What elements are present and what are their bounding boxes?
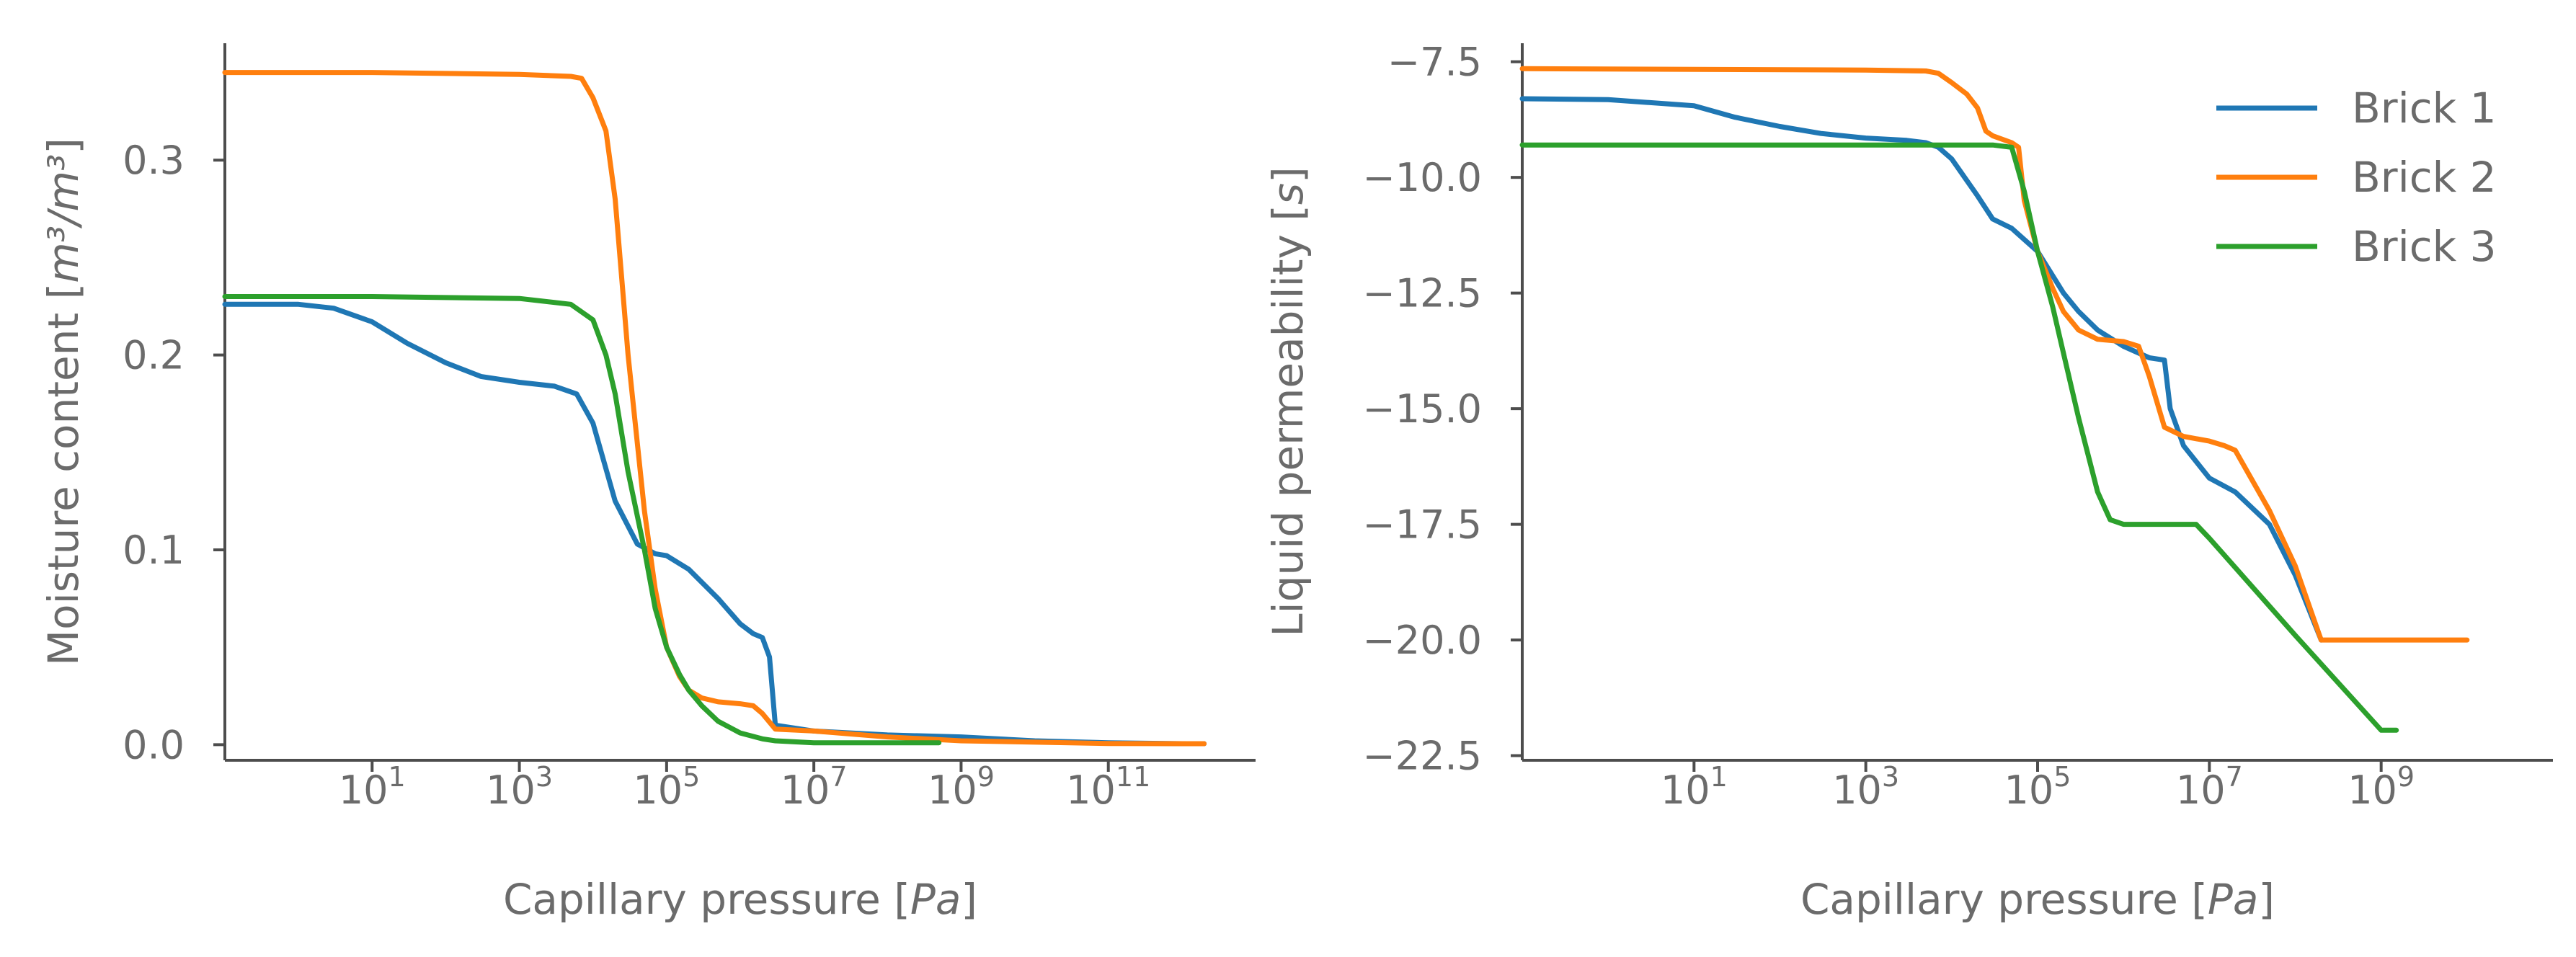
x-tick-label: 105 — [633, 761, 700, 813]
x-tick-label: 103 — [486, 761, 553, 813]
legend-label-brick-2: Brick 2 — [2352, 153, 2497, 202]
x-tick-label: 103 — [1832, 761, 1899, 813]
series-line-brick-1 — [1519, 96, 2324, 643]
y-tick-label: −20.0 — [1363, 618, 1482, 663]
x-tick-label: 107 — [2176, 761, 2243, 813]
x-tick-label: 107 — [781, 761, 848, 813]
series-line-brick-3 — [222, 294, 942, 746]
y-axis-label: Moisture content [m³/m³] — [39, 138, 88, 666]
y-axis-label: Liquid permeability [s] — [1263, 166, 1313, 637]
y-tick-label: −17.5 — [1363, 502, 1482, 548]
moisture-content-chart: 0.0 0.1 0.2 0.3 101 103 105 107 109 1011 Capillary… — [39, 43, 1256, 924]
y-tick-label: −12.5 — [1363, 271, 1482, 316]
x-tick-label: 109 — [2348, 761, 2415, 813]
x-tick-label: 101 — [1661, 761, 1728, 813]
y-tick-label: −15.0 — [1363, 386, 1482, 432]
legend-label-brick-1: Brick 1 — [2352, 84, 2497, 133]
y-tick-label: −7.5 — [1387, 40, 1482, 85]
x-axis-label: Capillary pressure [Pa] — [503, 875, 977, 924]
y-tick-label: 0.2 — [123, 333, 185, 378]
y-tick-label: 0.1 — [123, 528, 185, 573]
y-tick-label: −10.0 — [1363, 155, 1482, 200]
series-line-brick-1 — [222, 301, 1207, 747]
x-tick-label: 1011 — [1066, 761, 1150, 813]
series-line-brick-3 — [1519, 142, 2399, 733]
y-tick-label: 0.0 — [123, 722, 185, 767]
y-tick-label: 0.3 — [123, 138, 185, 183]
series-line-brick-2 — [222, 70, 1207, 747]
legend: Brick 1 Brick 2 Brick 3 — [2216, 84, 2497, 271]
y-tick-label: −22.5 — [1363, 734, 1482, 779]
x-tick-label: 105 — [2004, 761, 2071, 813]
x-axis-label: Capillary pressure [Pa] — [1800, 875, 2275, 924]
legend-label-brick-3: Brick 3 — [2352, 222, 2497, 271]
series-line-brick-2 — [1519, 66, 2470, 643]
x-tick-label: 109 — [928, 761, 995, 813]
liquid-permeability-chart: −7.5 −10.0 −12.5 −15.0 −17.5 −20.0 −22.5 101 103… — [1263, 40, 2553, 924]
x-tick-label: 101 — [339, 761, 406, 813]
